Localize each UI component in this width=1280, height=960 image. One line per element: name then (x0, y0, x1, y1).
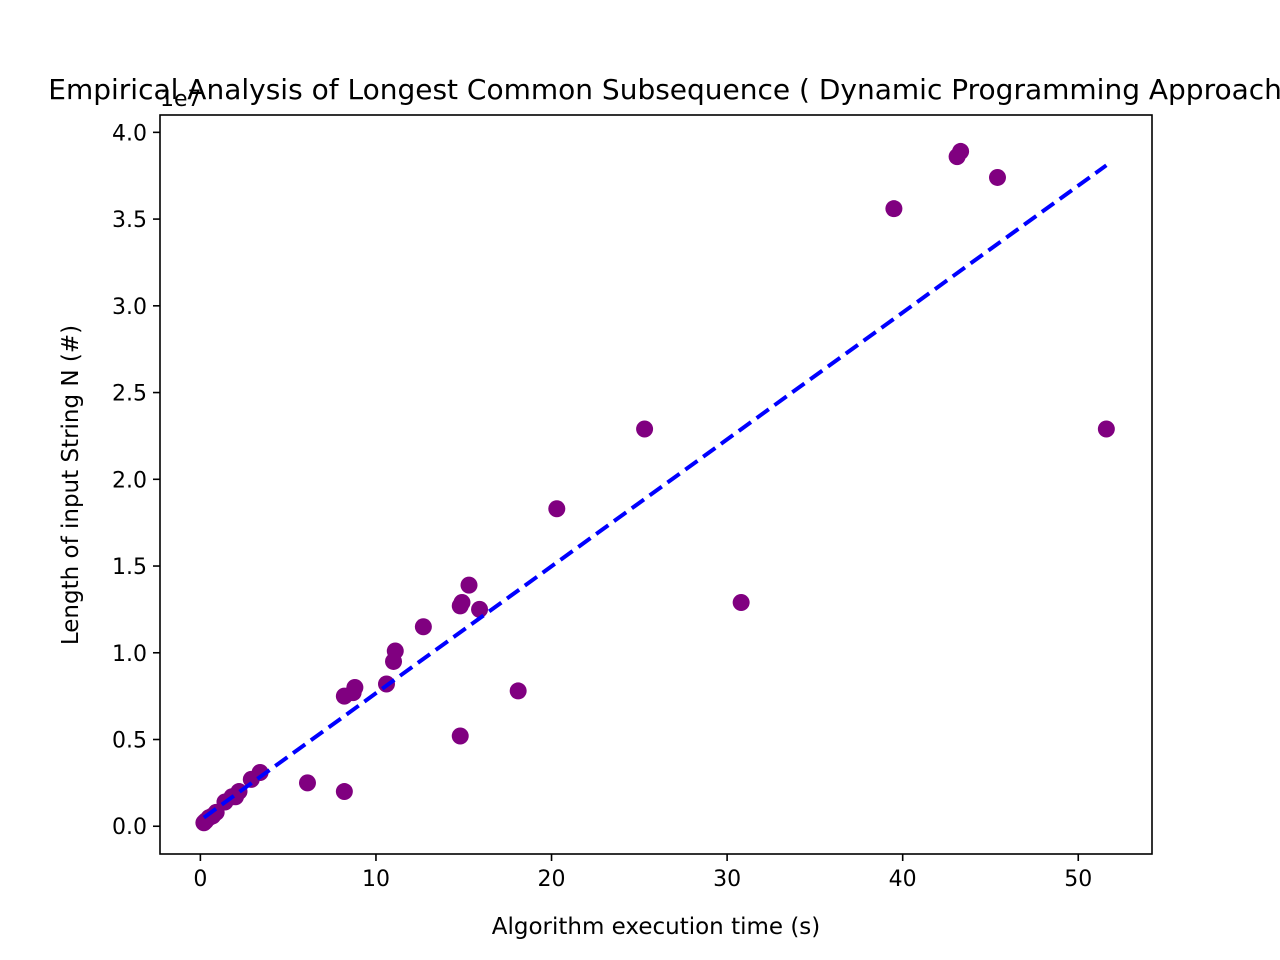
plot-frame (159, 114, 1153, 855)
data-point (988, 168, 1006, 186)
data-point (251, 763, 269, 781)
data-point (952, 142, 970, 160)
x-tick-label: 50 (1064, 867, 1092, 892)
x-tick-label: 30 (713, 867, 741, 892)
y-tick-label: 2.0 (112, 468, 147, 493)
trend-line (202, 163, 1108, 820)
y-tick-label: 3.0 (112, 295, 147, 320)
axes-layer: 0 10 20 30 40 50 0.0 0.5 1.0 1.5 2.0 2.5 3.0 3.5 4.0 (112, 114, 1153, 892)
y-tick-label: 1.0 (112, 642, 147, 667)
y-tick-label: 1.5 (112, 555, 147, 580)
data-point (298, 774, 316, 792)
x-tick-label: 10 (362, 867, 390, 892)
data-point (1097, 420, 1115, 438)
marks-layer (195, 142, 1115, 832)
data-point (885, 200, 903, 218)
data-point (335, 783, 353, 801)
data-point (451, 727, 469, 745)
y-tick-label: 3.5 (112, 208, 147, 233)
chart-title: Empirical Analysis of Longest Common Sub… (48, 73, 1280, 106)
data-point (414, 618, 432, 636)
x-tick-label: 20 (538, 867, 566, 892)
y-tick-label: 0.5 (112, 729, 147, 754)
data-point (453, 593, 471, 611)
data-point (732, 593, 750, 611)
y-tick-label: 4.0 (112, 121, 147, 146)
y-tick-label: 0.0 (112, 815, 147, 840)
data-point (386, 642, 404, 660)
data-point (509, 682, 527, 700)
x-tick-label: 0 (193, 867, 207, 892)
x-axis-label: Algorithm execution time (s) (492, 914, 821, 940)
x-tick-label: 40 (889, 867, 917, 892)
data-point (460, 576, 478, 594)
y-axis-label: Length of input String N (#) (58, 325, 84, 645)
y-tick-label: 2.5 (112, 382, 147, 407)
data-point (548, 500, 566, 518)
y-offset-label: 1e7 (160, 87, 202, 112)
data-point (636, 420, 654, 438)
data-point (346, 678, 364, 696)
data-point (471, 600, 489, 618)
